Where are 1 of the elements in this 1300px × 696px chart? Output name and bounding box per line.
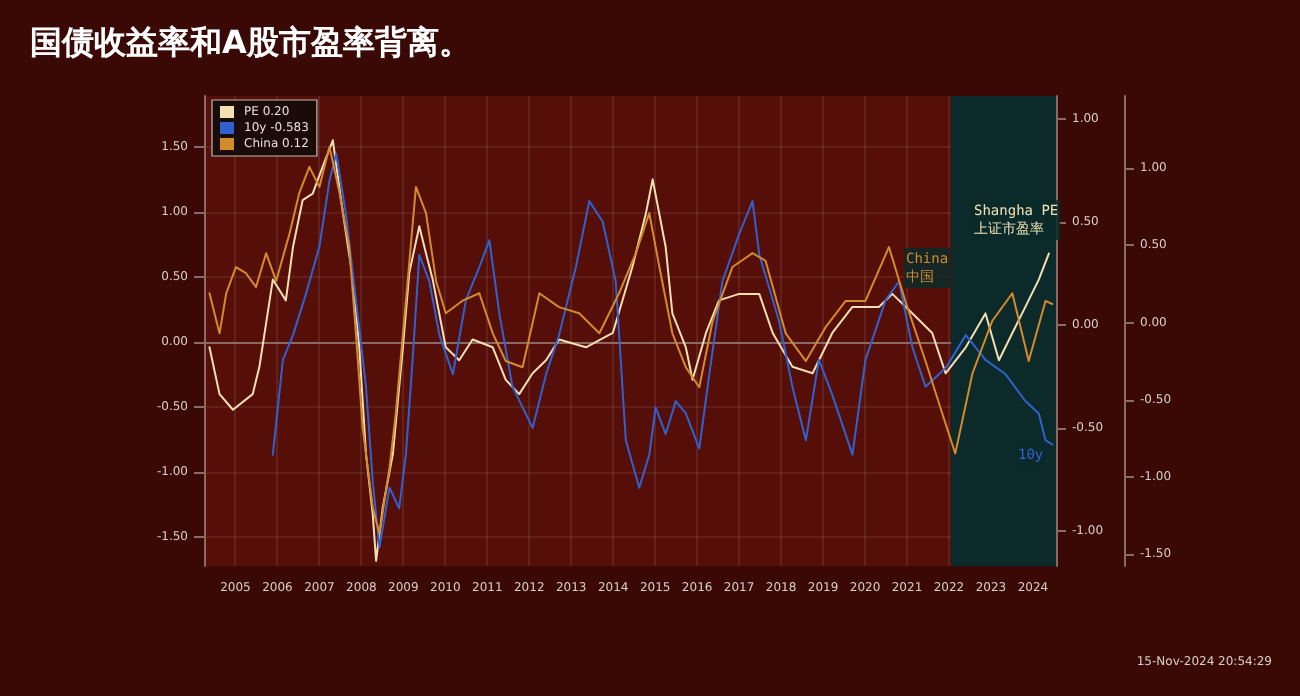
chart-title: 国债收益率和A股市盈率背离。 [30,23,471,61]
